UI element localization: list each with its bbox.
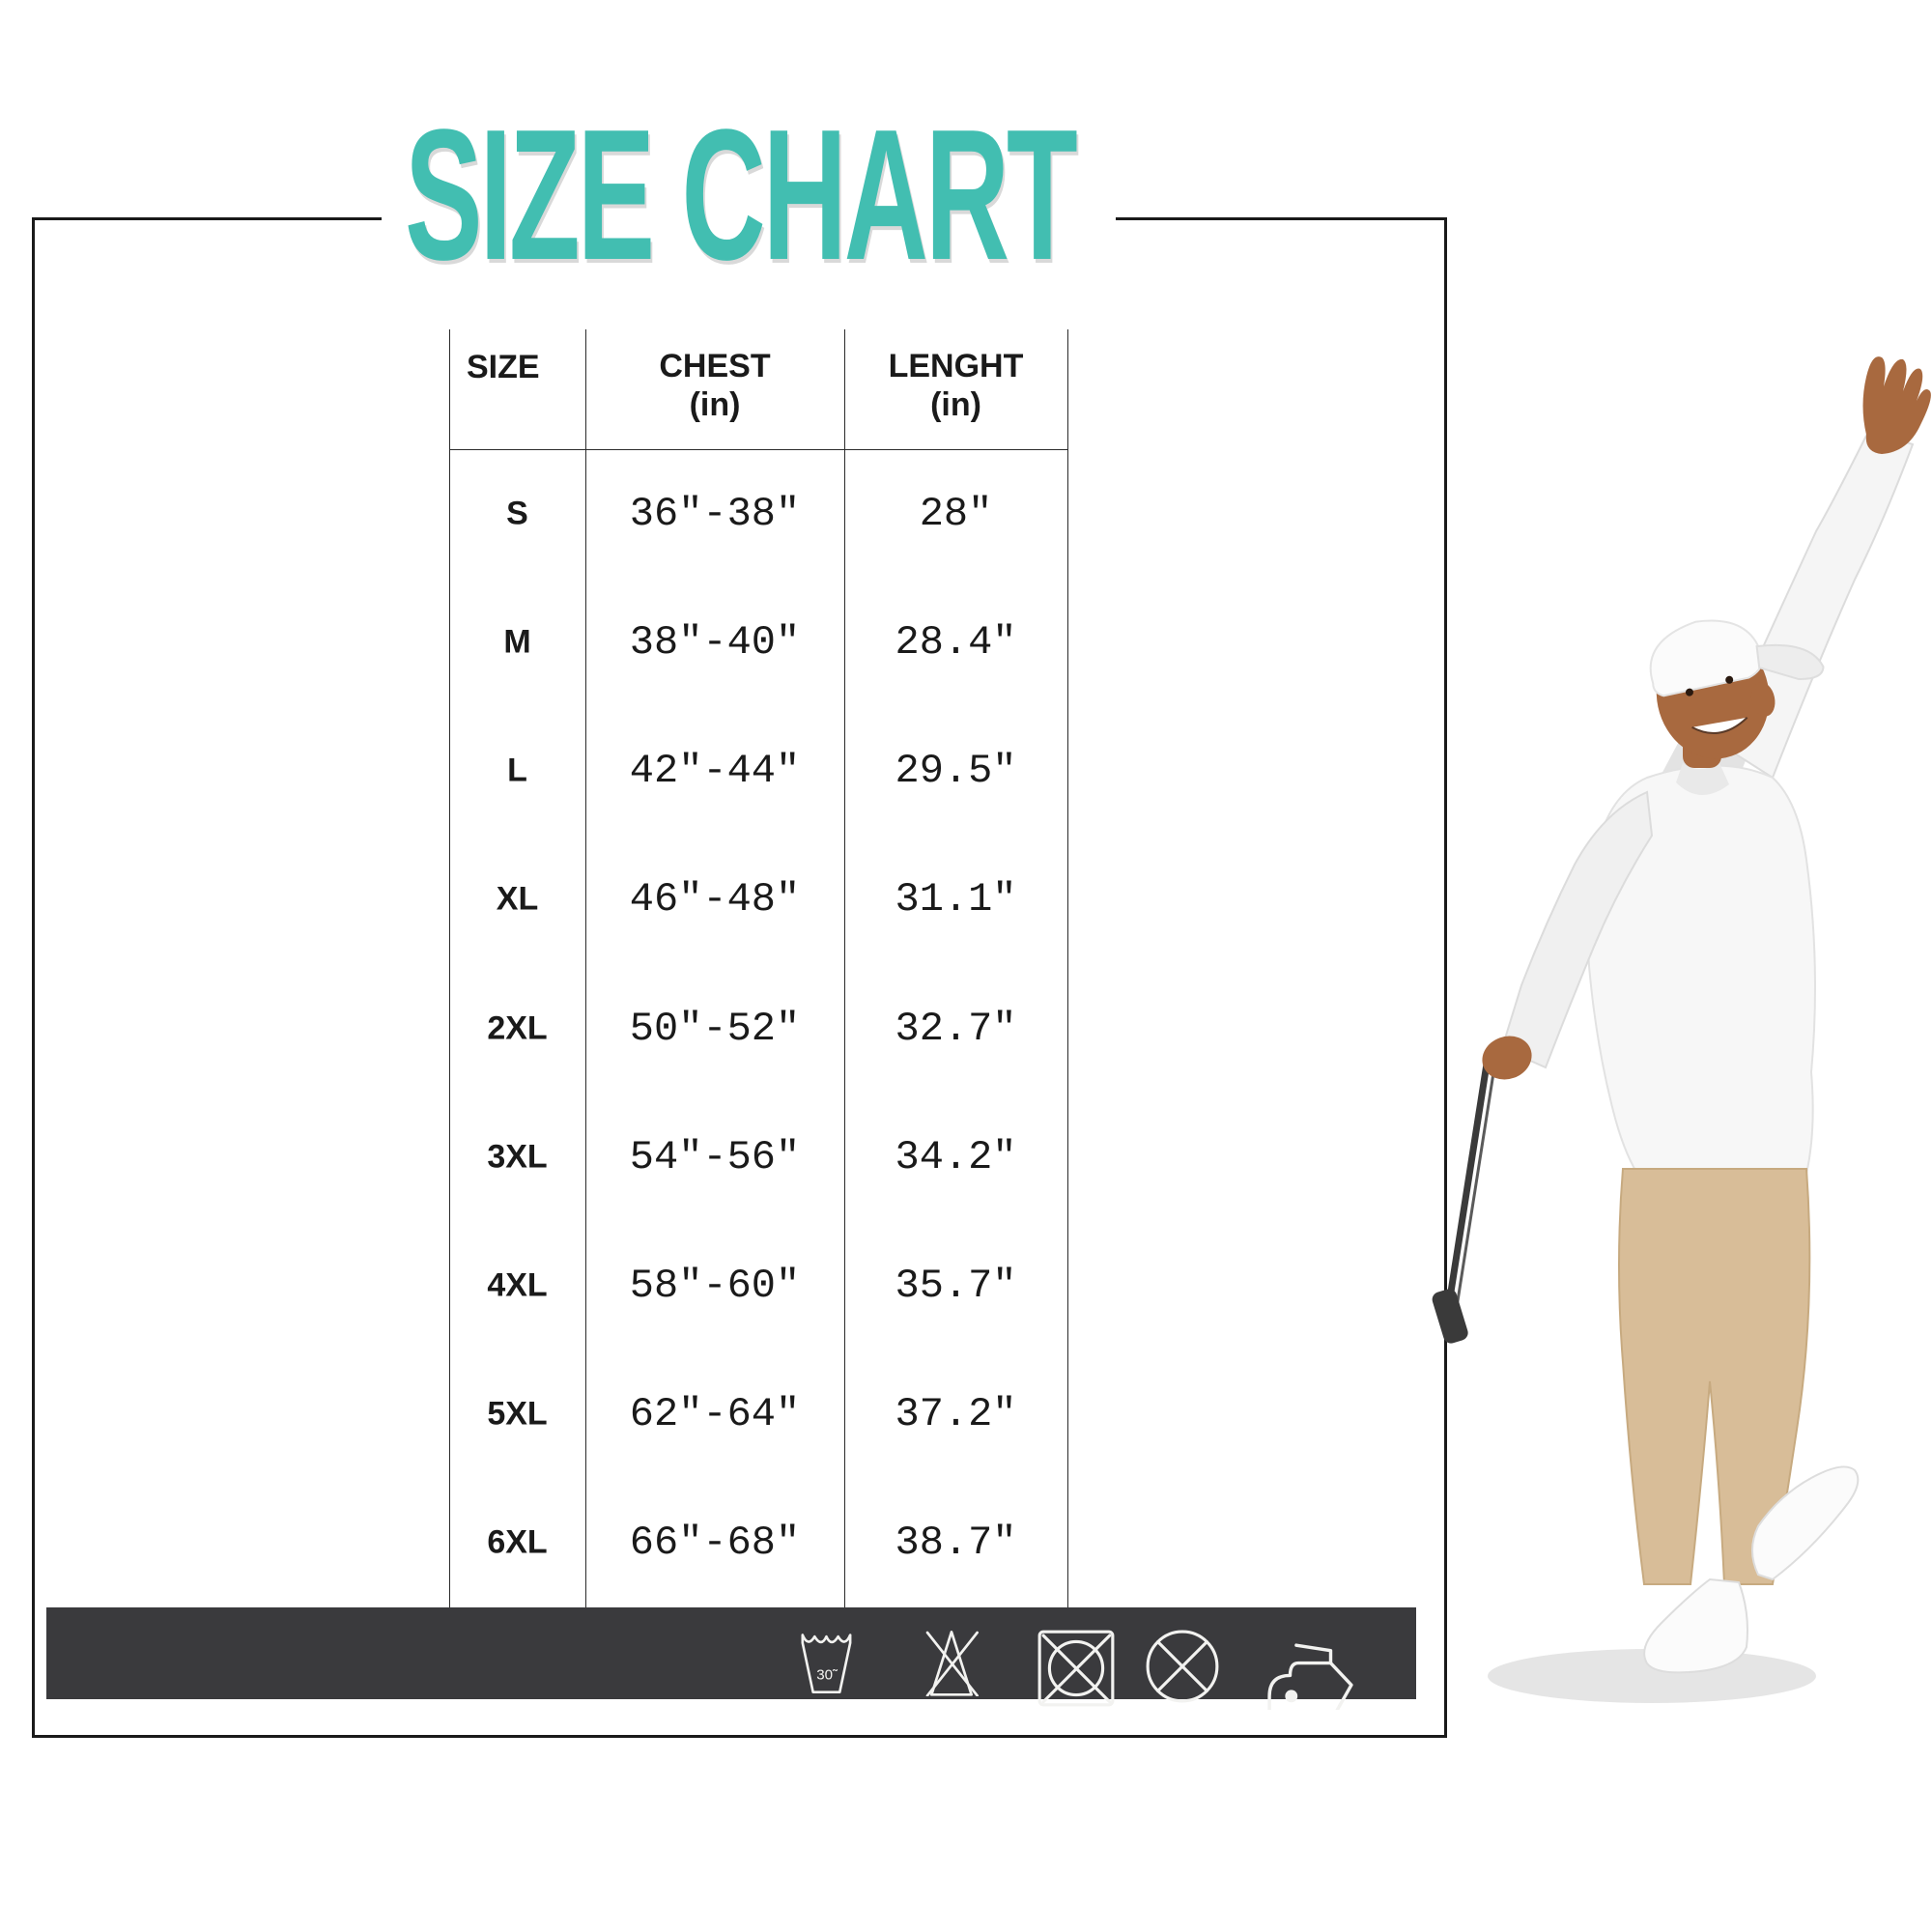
svg-text:30˜: 30˜ [816, 1667, 838, 1684]
